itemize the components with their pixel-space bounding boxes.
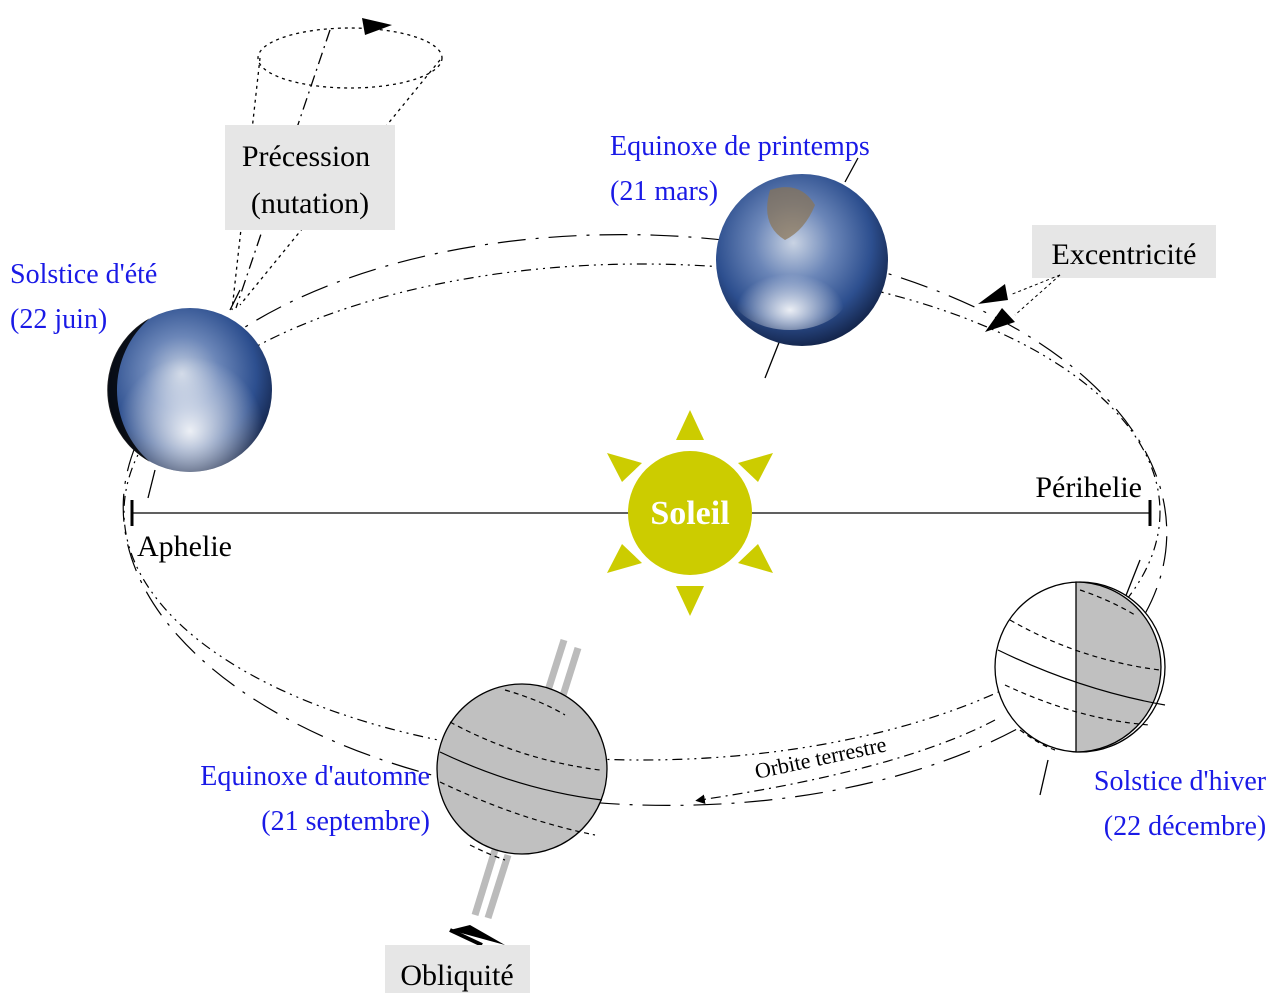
aphelion-label: Aphelie [137, 530, 232, 563]
earth-spring [716, 158, 888, 378]
obliquity-label: Obliquité [400, 959, 513, 992]
precession-arrow [362, 18, 392, 35]
season-date: (21 septembre) [261, 806, 430, 837]
season-name: Equinoxe de printemps [610, 131, 870, 162]
precession-subtitle: (nutation) [251, 187, 369, 220]
page: {"precession": {"title": "Précession", "… [0, 0, 1282, 993]
orbit-label: Orbite terrestre [752, 732, 888, 784]
precession-title: Précession [242, 140, 370, 173]
perihelion-label: Périhelie [1035, 471, 1142, 504]
earth-autumn [437, 640, 607, 945]
season-date: (22 décembre) [1104, 811, 1266, 842]
season-date: (22 juin) [10, 304, 107, 335]
excentricity-arrows [978, 275, 1060, 332]
excentricity-label: Excentricité [1052, 238, 1197, 271]
season-name: Solstice d'été [10, 259, 157, 290]
season-date: (21 mars) [610, 176, 718, 207]
season-name: Equinoxe d'automne [200, 761, 430, 792]
season-name: Solstice d'hiver [1094, 766, 1267, 797]
diagram: Précession (nutation) Aphelie Périhelie … [0, 0, 1282, 993]
earth-summer [107, 290, 272, 498]
sun-label: Soleil [650, 495, 729, 532]
earth-winter [995, 560, 1165, 795]
